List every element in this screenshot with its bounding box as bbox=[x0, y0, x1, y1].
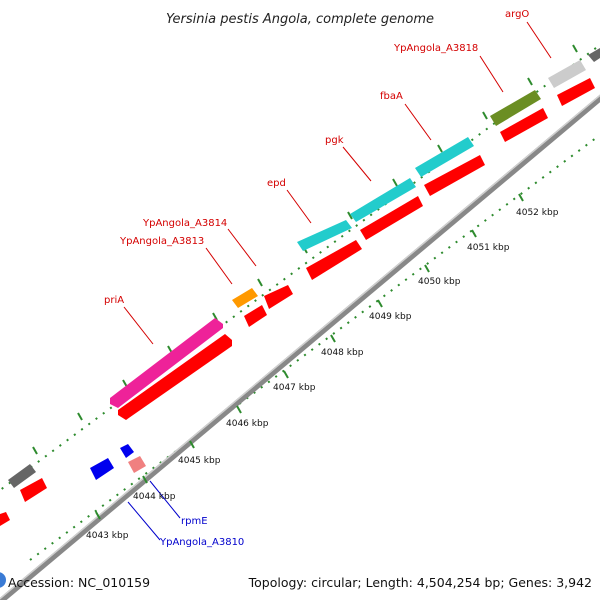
cds-A3813[interactable] bbox=[244, 305, 267, 327]
tick-4049: 4049 kbp bbox=[369, 312, 412, 322]
cds-pgk[interactable] bbox=[360, 196, 423, 240]
reverse-labels: rpmE YpAngola_A3810 bbox=[127, 480, 244, 548]
gene-YpAngola_A3813-feature[interactable] bbox=[232, 288, 258, 308]
gene-YpAngola_A3818-feature[interactable] bbox=[490, 90, 541, 126]
tick-4043: 4043 kbp bbox=[86, 531, 129, 541]
tick-4048: 4048 kbp bbox=[321, 348, 364, 358]
genome-summary-text: Topology: circular; Length: 4,504,254 bp… bbox=[248, 575, 592, 590]
gene-priA-feature[interactable] bbox=[110, 318, 223, 408]
gene-epd-cyan-feature[interactable] bbox=[297, 220, 352, 251]
label-pgk: pgk bbox=[325, 135, 344, 146]
gene-argO-feature[interactable] bbox=[548, 60, 586, 88]
cds-A3818[interactable] bbox=[500, 108, 548, 142]
label-YpAngola_A3813: YpAngola_A3813 bbox=[119, 236, 204, 247]
gene-fbaA-feature[interactable] bbox=[415, 137, 474, 177]
cds-far-left[interactable] bbox=[0, 512, 10, 526]
gene-pgk-feature[interactable] bbox=[350, 178, 416, 222]
scale-ticks bbox=[95, 193, 524, 520]
cds-A3814[interactable] bbox=[264, 285, 293, 309]
gene-right-gray-feature[interactable] bbox=[588, 48, 600, 62]
label-argO: argO bbox=[505, 9, 529, 20]
tick-4046: 4046 kbp bbox=[226, 419, 269, 429]
tick-4045: 4045 kbp bbox=[178, 456, 221, 466]
genome-backbone bbox=[0, 94, 600, 600]
map-title: Yersinia pestis Angola, complete genome bbox=[166, 12, 434, 27]
label-priA: priA bbox=[104, 295, 124, 306]
tick-4052: 4052 kbp bbox=[516, 208, 559, 218]
tick-4050: 4050 kbp bbox=[418, 277, 461, 287]
tick-4051: 4051 kbp bbox=[467, 243, 510, 253]
guide-dot-lines bbox=[0, 44, 600, 561]
accession-text: Accession: NC_010159 bbox=[8, 575, 150, 590]
label-YpAngola_A3814: YpAngola_A3814 bbox=[142, 218, 227, 229]
tick-4044: 4044 kbp bbox=[133, 492, 176, 502]
gene-rpmE-feature[interactable] bbox=[120, 444, 134, 458]
feature-row-cds bbox=[0, 78, 595, 526]
label-fbaA: fbaA bbox=[380, 91, 403, 102]
feature-row-reverse bbox=[90, 444, 146, 480]
tick-4047: 4047 kbp bbox=[273, 383, 316, 393]
forward-labels: argO YpAngola_A3818 fbaA pgk epd YpAngol… bbox=[104, 9, 552, 345]
outer-ticks bbox=[32, 44, 578, 455]
cds-left[interactable] bbox=[20, 478, 47, 502]
cds-priA[interactable] bbox=[118, 334, 232, 420]
gene-YpAngola_A3810-feature[interactable] bbox=[90, 458, 114, 480]
cds-fbaA[interactable] bbox=[424, 155, 485, 196]
label-epd: epd bbox=[267, 178, 286, 189]
label-rpmE: rpmE bbox=[181, 516, 208, 527]
scale-labels: 4043 kbp 4044 kbp 4045 kbp 4046 kbp 4047… bbox=[86, 208, 559, 541]
label-YpAngola_A3818: YpAngola_A3818 bbox=[393, 43, 478, 54]
gene-pink-feature[interactable] bbox=[128, 456, 146, 473]
cds-epd[interactable] bbox=[306, 240, 362, 280]
label-YpAngola_A3810: YpAngola_A3810 bbox=[159, 537, 244, 548]
feature-row-colored bbox=[8, 48, 600, 488]
gene-left-gray-feature[interactable] bbox=[8, 464, 36, 488]
cds-argO[interactable] bbox=[557, 78, 595, 106]
blue-marker-icon bbox=[0, 572, 6, 588]
